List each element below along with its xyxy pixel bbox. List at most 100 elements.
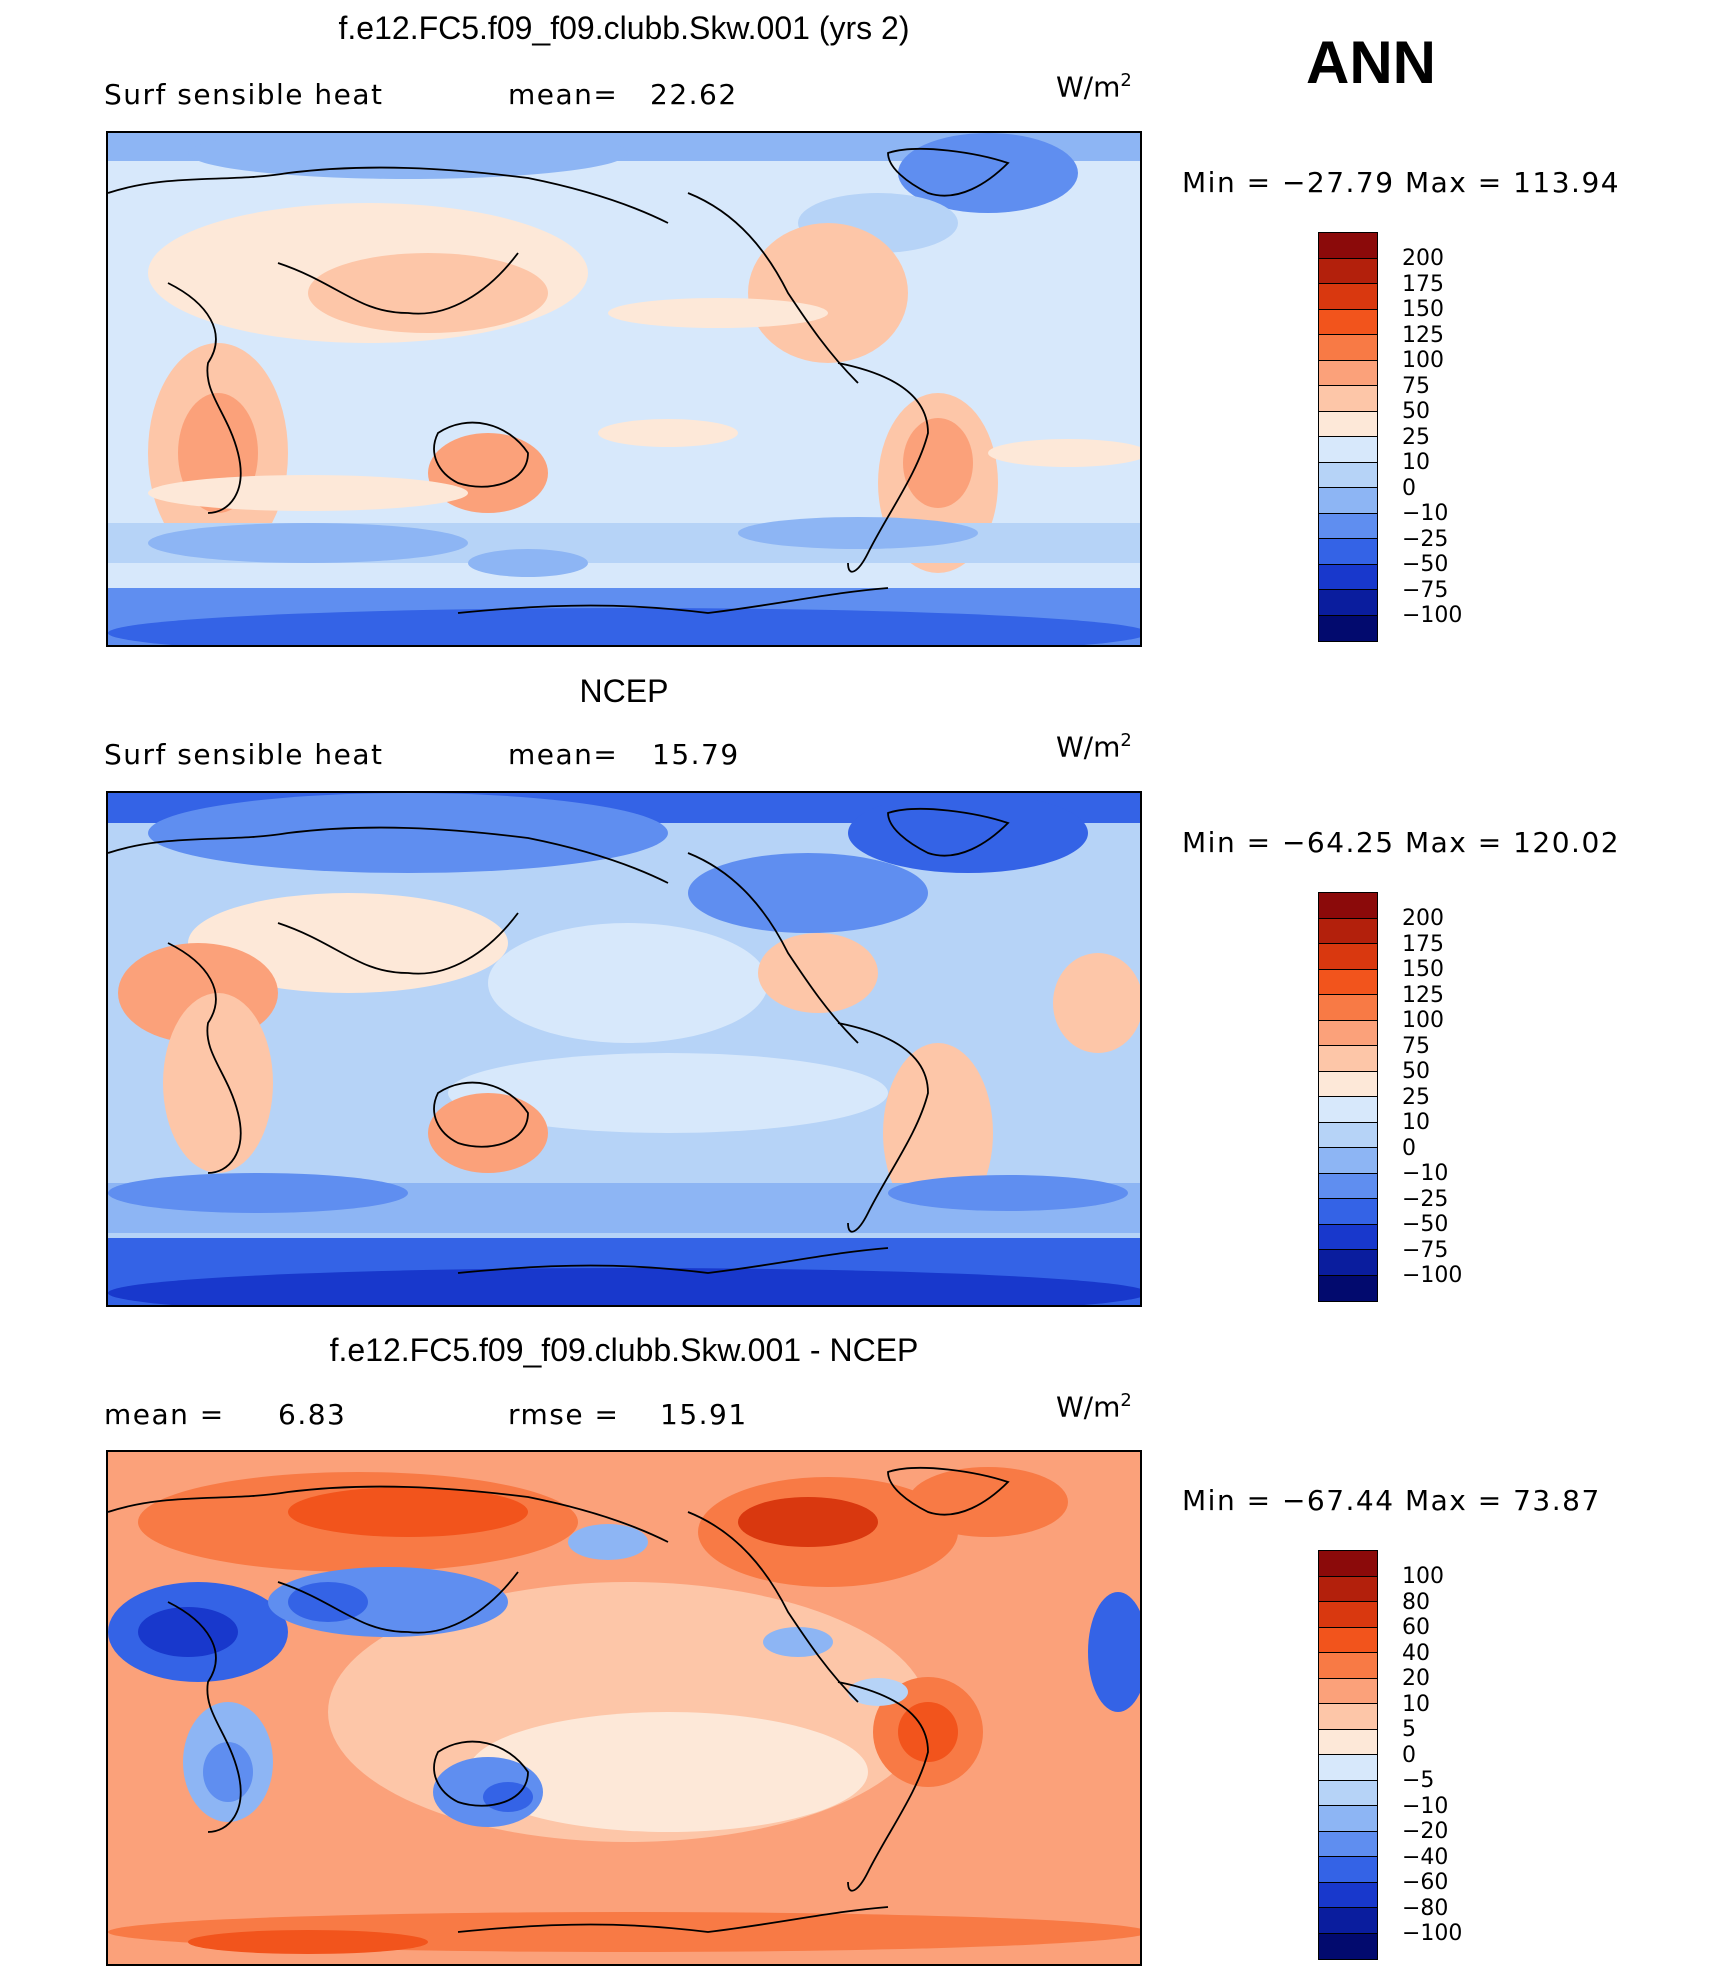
- colorbar-swatch: [1319, 1755, 1377, 1781]
- colorbar-tick-label: −60: [1402, 1870, 1449, 1895]
- colorbar-swatch: [1319, 1148, 1377, 1174]
- colorbar-tick-label: 100: [1402, 348, 1444, 373]
- panel-3-mean-value: 6.83: [278, 1398, 347, 1431]
- panel-2-units: W/m2: [1056, 730, 1132, 763]
- colorbar-swatch: [1319, 564, 1377, 590]
- panel-3-map: [106, 1450, 1142, 1966]
- panel-1-map: [106, 131, 1142, 647]
- colorbar-swatch: [1319, 462, 1377, 488]
- colorbar-tick-label: −100: [1402, 1263, 1463, 1288]
- colorbar-swatch: [1319, 1576, 1377, 1602]
- units-base: W/m: [1056, 1390, 1121, 1424]
- colorbar-swatch: [1319, 1199, 1377, 1225]
- colorbar-tick-label: −40: [1402, 1844, 1449, 1870]
- colorbar-swatch: [1319, 1780, 1377, 1806]
- colorbar-tick-label: −5: [1402, 1768, 1435, 1793]
- colorbar-swatch: [1319, 360, 1377, 386]
- colorbar-tick-label: −100: [1402, 603, 1463, 628]
- colorbar-swatch: [1319, 969, 1377, 995]
- colorbar-tick-label: 10: [1402, 1691, 1430, 1717]
- panel-3-title: f.e12.FC5.f09_f09.clubb.Skw.001 - NCEP: [329, 1332, 919, 1368]
- colorbar-swatch: [1319, 995, 1377, 1021]
- colorbar-swatch: [1319, 309, 1377, 335]
- colorbar-swatch: [1319, 1627, 1377, 1653]
- panel-2-variable-label: Surf sensible heat: [104, 738, 384, 771]
- panel-1-units: W/m2: [1056, 70, 1132, 103]
- colorbar-swatch: [1319, 233, 1377, 259]
- colorbar-tick-label: 10: [1402, 1110, 1430, 1135]
- colorbar-swatch: [1319, 411, 1377, 437]
- colorbar-swatch: [1319, 258, 1377, 284]
- panel-3-mean-label: mean =: [104, 1398, 225, 1431]
- colorbar-swatch: [1319, 1933, 1377, 1959]
- colorbar-tick-label: 20: [1402, 1666, 1430, 1691]
- panel-2-mean-value: 15.79: [652, 738, 740, 771]
- colorbar-swatch: [1319, 488, 1377, 514]
- colorbar-swatch: [1319, 590, 1377, 616]
- colorbar-tick-label: 0: [1402, 1135, 1416, 1161]
- colorbar-swatch: [1319, 893, 1377, 919]
- panel-1-title: f.e12.FC5.f09_f09.clubb.Skw.001 (yrs 2): [338, 10, 910, 46]
- units-base: W/m: [1056, 70, 1121, 104]
- colorbar-swatch: [1319, 437, 1377, 463]
- colorbar-tick-label: −10: [1402, 1161, 1449, 1186]
- colorbar-swatch: [1319, 1071, 1377, 1097]
- colorbar-swatch: [1319, 1882, 1377, 1908]
- colorbar-tick-label: −20: [1402, 1819, 1449, 1844]
- colorbar-tick-label: 75: [1402, 373, 1430, 399]
- panel-1-colorbar-labels: 200 175 150 125 100 75 50 25 10 0 −10 −25 −50 −75 −100: [1402, 246, 1462, 629]
- colorbar-swatch: [1319, 918, 1377, 944]
- colorbar-swatch: [1319, 1704, 1377, 1730]
- units-exponent: 2: [1120, 1390, 1132, 1411]
- season-label: ANN: [1306, 29, 1436, 96]
- colorbar-tick-label: 100: [1402, 1564, 1444, 1589]
- panel-2-minmax: Min = −64.25 Max = 120.02: [1182, 826, 1621, 859]
- colorbar-tick-label: 0: [1402, 475, 1416, 501]
- colorbar-swatch: [1319, 1224, 1377, 1250]
- panel-3-minmax: Min = −67.44 Max = 73.87: [1182, 1484, 1601, 1517]
- colorbar-swatch: [1319, 1020, 1377, 1046]
- colorbar-tick-label: 100: [1402, 1008, 1444, 1033]
- colorbar-swatch: [1319, 615, 1377, 641]
- colorbar-tick-label: 175: [1402, 931, 1444, 957]
- colorbar-swatch: [1319, 1908, 1377, 1934]
- colorbar-swatch: [1319, 386, 1377, 412]
- colorbar-swatch: [1319, 1678, 1377, 1704]
- colorbar-tick-label: −25: [1402, 526, 1449, 552]
- colorbar-tick-label: −25: [1402, 1186, 1449, 1212]
- colorbar-swatch: [1319, 539, 1377, 565]
- colorbar-tick-label: 10: [1402, 450, 1430, 475]
- colorbar-tick-label: 200: [1402, 906, 1444, 931]
- colorbar-tick-label: 50: [1402, 399, 1430, 424]
- colorbar-tick-label: −75: [1402, 577, 1449, 603]
- units-exponent: 2: [1120, 730, 1132, 751]
- colorbar-swatch: [1319, 513, 1377, 539]
- colorbar-tick-label: 60: [1402, 1615, 1430, 1640]
- colorbar-swatch: [1319, 1122, 1377, 1148]
- colorbar-tick-label: −50: [1402, 1212, 1449, 1237]
- colorbar-swatch: [1319, 1173, 1377, 1199]
- colorbar-swatch: [1319, 1275, 1377, 1301]
- panel-2-colorbar-labels: 200 175 150 125 100 75 50 25 10 0 −10 −25 −50 −75 −100: [1402, 906, 1462, 1289]
- colorbar-swatch: [1319, 1806, 1377, 1832]
- panel-2-colorbar: [1318, 892, 1378, 1302]
- colorbar-tick-label: −50: [1402, 552, 1449, 577]
- panel-3-rmse-label: rmse =: [508, 1398, 620, 1431]
- panel-3-colorbar: [1318, 1550, 1378, 1960]
- panel-1-mean-label: mean=: [508, 78, 619, 111]
- colorbar-tick-label: 75: [1402, 1033, 1430, 1059]
- colorbar-swatch: [1319, 1250, 1377, 1276]
- colorbar-tick-label: 150: [1402, 957, 1444, 982]
- colorbar-swatch: [1319, 1729, 1377, 1755]
- colorbar-tick-label: −10: [1402, 1793, 1449, 1819]
- colorbar-tick-label: 5: [1402, 1717, 1416, 1742]
- panel-2-title: NCEP: [579, 673, 669, 709]
- colorbar-swatch: [1319, 944, 1377, 970]
- colorbar-swatch: [1319, 1097, 1377, 1123]
- colorbar-tick-label: 175: [1402, 271, 1444, 297]
- colorbar-tick-label: 25: [1402, 424, 1430, 450]
- panel-2-map: [106, 791, 1142, 1307]
- panel-1-variable-label: Surf sensible heat: [104, 78, 384, 111]
- colorbar-tick-label: 0: [1402, 1742, 1416, 1768]
- panel-3-colorbar-labels: 100 80 60 40 20 10 5 0 −5 −10 −20 −40 −60 −80 −100: [1402, 1564, 1462, 1947]
